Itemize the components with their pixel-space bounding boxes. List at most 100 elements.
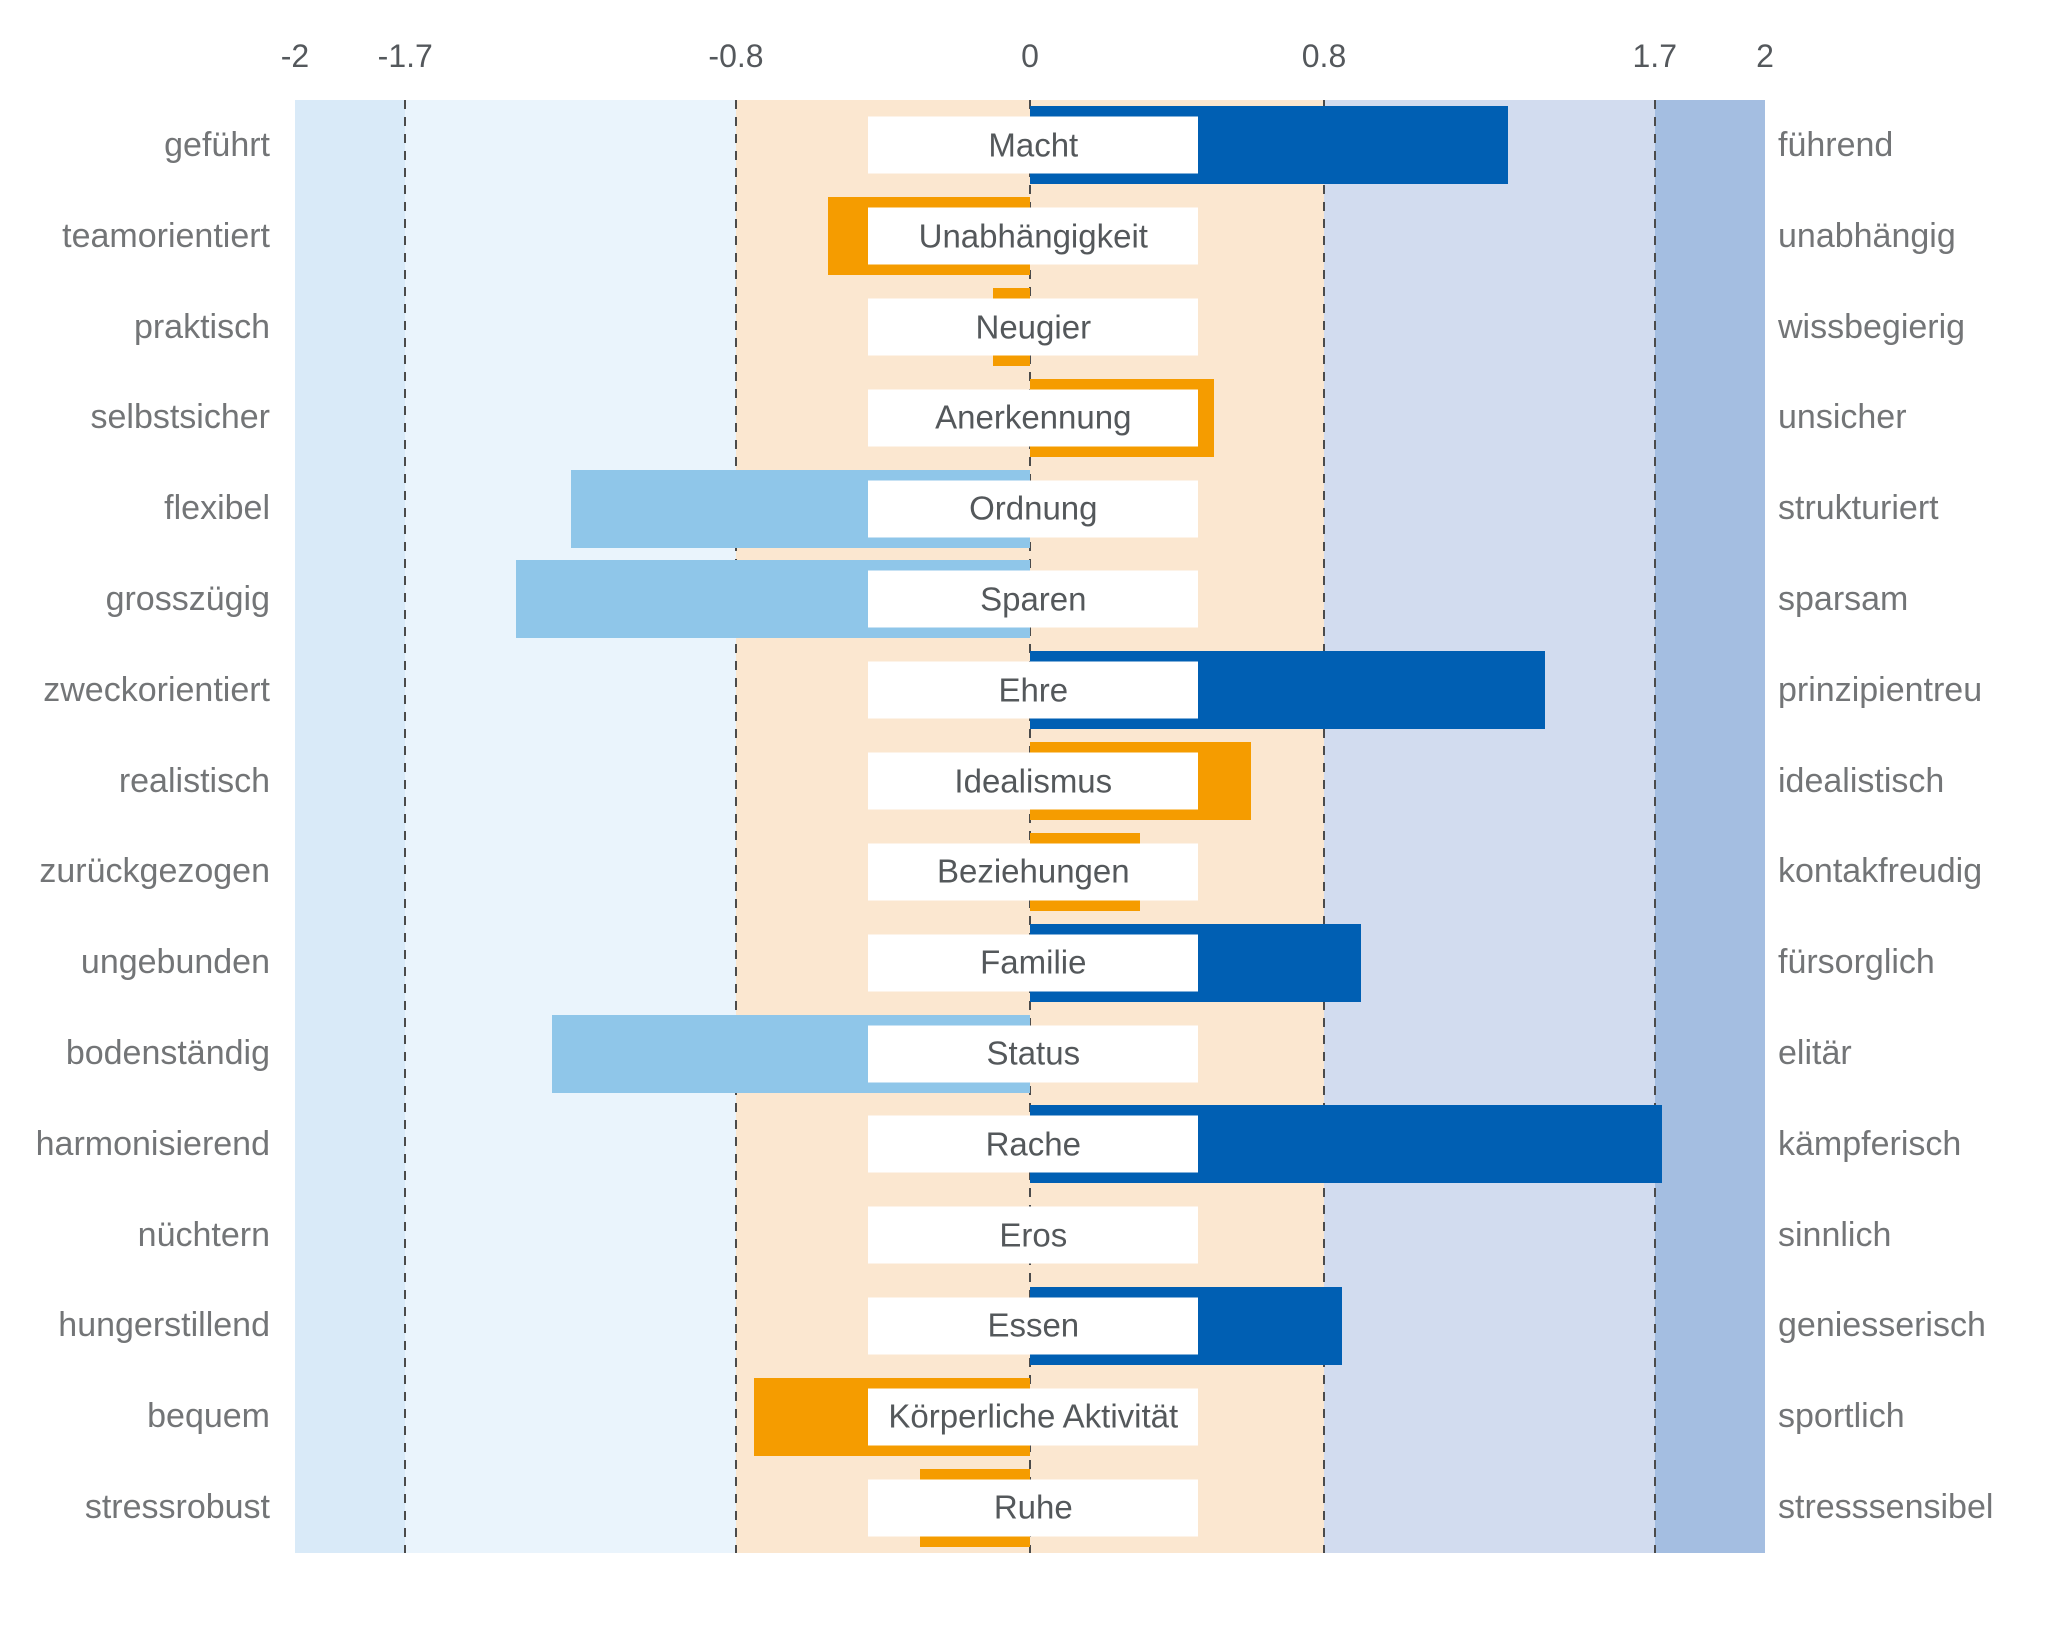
center-label: Ruhe [993,1488,1073,1526]
left-label: praktisch [133,307,270,346]
left-label: flexibel [164,489,270,528]
left-label: geführt [164,125,270,164]
bar-row: Macht [295,100,1765,191]
right-label: fürsorglich [1778,943,1935,982]
bar-row: Körperliche Aktivität [295,1371,1765,1462]
bar-row: Ordnung [295,463,1765,554]
axis-tick-label: 0.8 [1301,38,1347,74]
center-label: Eros [999,1216,1068,1254]
center-label: Ehre [998,671,1069,709]
zone-band-0 [295,100,406,1553]
center-label-box: Neugier [868,298,1199,356]
zone-band-4 [1654,100,1765,1553]
axis-tick-label: -2 [280,38,310,74]
axis-tick-label: -0.8 [708,38,764,74]
gridline--0.8 [735,100,737,1553]
gridline-0 [1029,100,1031,1553]
left-label: bequem [147,1397,270,1436]
left-label: zweckorientiert [43,670,270,709]
center-label-box: Macht [868,116,1199,174]
right-pole-labels: führend unabhängig wissbegierig unsicher str… [1778,100,2048,1553]
bar-row: Essen [295,1281,1765,1372]
zone-band-1 [405,100,736,1553]
right-label: sparsam [1778,579,1909,618]
right-label: prinzipientreu [1778,670,1983,709]
center-label-box: Essen [868,1297,1199,1355]
right-label: sportlich [1778,1397,1905,1436]
center-label: Idealismus [954,762,1113,800]
bar-row: Idealismus [295,736,1765,827]
right-label: elitär [1778,1034,1852,1073]
axis-tick-label: 2 [1756,38,1774,74]
right-label: strukturiert [1778,489,1939,528]
left-label: grosszügig [105,579,270,618]
axis-tick-label: 1.7 [1632,38,1677,74]
x-axis: -2 -1.7 -0.8 0 0.8 1.7 2 [281,38,1774,84]
bar-row: Sparen [295,554,1765,645]
center-label: Unabhängigkeit [918,217,1148,255]
bar-row: Beziehungen [295,827,1765,918]
center-label-box: Sparen [868,570,1199,628]
center-label: Sparen [980,580,1087,618]
left-label: stressrobust [84,1488,270,1527]
zone-band-3 [1324,100,1655,1553]
left-pole-labels: geführt teamorientiert praktisch selbstsich… [0,100,270,1553]
center-label-box: Rache [868,1115,1199,1173]
bar-row: Rache [295,1099,1765,1190]
bar-row: Ruhe [295,1462,1765,1553]
center-label: Familie [980,943,1087,981]
center-label: Neugier [975,308,1092,346]
right-label: unsicher [1778,398,1907,437]
center-label: Anerkennung [935,398,1132,436]
center-label: Körperliche Aktivität [888,1397,1179,1435]
bar-row: Anerkennung [295,372,1765,463]
plot-area: Macht Unabhängigkeit Neugier Anerkennung Ord… [295,100,1765,1553]
right-label: geniesserisch [1778,1306,1986,1345]
left-label: nüchtern [137,1215,270,1254]
center-label: Macht [988,126,1079,164]
left-label: ungebunden [80,943,270,982]
center-label-box: Idealismus [868,752,1199,810]
bar-row: Status [295,1008,1765,1099]
right-label: wissbegierig [1778,307,1966,346]
axis-tick-label: -1.7 [377,38,433,74]
right-label: führend [1778,125,1894,164]
center-label-box: Eros [868,1206,1199,1264]
center-label-box: Status [868,1025,1199,1083]
bar-row: Unabhängigkeit [295,191,1765,282]
right-label: sinnlich [1778,1215,1892,1254]
left-label: bodenständig [65,1034,270,1073]
center-label-box: Beziehungen [868,843,1199,901]
center-label: Essen [987,1306,1080,1344]
gridline-1.7 [1653,100,1656,1553]
axis-tick-label: 0 [1021,38,1039,74]
left-label: zurückgezogen [39,852,270,891]
center-label-box: Unabhängigkeit [868,207,1199,265]
center-label-box: Körperliche Aktivität [868,1388,1199,1446]
right-label: kämpferisch [1778,1124,1962,1163]
center-label-box: Ordnung [868,480,1199,538]
center-label-box: Anerkennung [868,389,1199,447]
left-label: hungerstillend [58,1306,270,1345]
left-label: harmonisierend [35,1124,270,1163]
bar-row: Eros [295,1190,1765,1281]
gridline-0.8 [1323,100,1325,1553]
gridline--1.7 [404,100,407,1553]
center-label: Ordnung [969,489,1098,527]
center-label: Rache [985,1125,1081,1163]
center-label: Status [986,1034,1081,1072]
bar-row: Ehre [295,645,1765,736]
bar-row: Neugier [295,282,1765,373]
center-label: Beziehungen [936,852,1130,890]
bar-row: Familie [295,917,1765,1008]
right-label: idealistisch [1778,761,1945,800]
right-label: stresssensibel [1778,1488,1994,1527]
right-label: kontakfreudig [1778,852,1983,891]
left-label: selbstsicher [90,398,270,437]
left-label: teamorientiert [62,216,270,255]
center-label-box: Familie [868,934,1199,992]
right-label: unabhängig [1778,216,1956,255]
center-label-box: Ehre [868,661,1199,719]
center-label-box: Ruhe [868,1479,1199,1537]
